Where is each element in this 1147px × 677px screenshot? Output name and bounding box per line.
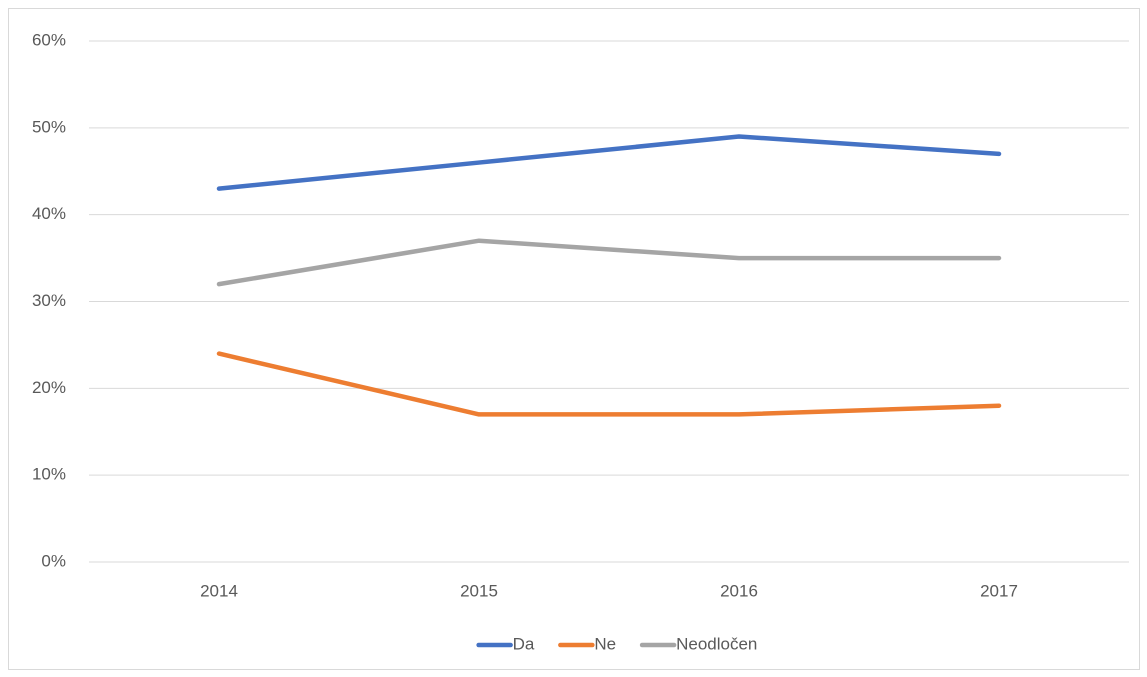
x-tick-label: 2017 (980, 581, 1018, 600)
y-tick-label: 50% (32, 117, 66, 136)
y-tick-label: 20% (32, 378, 66, 397)
y-tick-label: 0% (41, 551, 66, 570)
chart-border (8, 8, 1140, 670)
x-tick-label: 2014 (200, 581, 238, 600)
y-tick-label: 10% (32, 465, 66, 484)
legend-item: Neodločen (639, 634, 757, 653)
legend-item: Ne (558, 634, 616, 653)
legend-item: Da (476, 634, 535, 653)
data-line (216, 134, 1002, 191)
legend-label: Ne (594, 634, 616, 653)
x-tick-label: 2016 (720, 581, 758, 600)
x-tick-label: 2015 (460, 581, 498, 600)
y-tick-label: 40% (32, 204, 66, 223)
legend-label: Da (513, 634, 535, 653)
data-line (216, 238, 1002, 287)
data-line (216, 351, 1002, 417)
y-tick-label: 60% (32, 30, 66, 49)
y-tick-label: 30% (32, 291, 66, 310)
legend-label: Neodločen (676, 634, 757, 653)
